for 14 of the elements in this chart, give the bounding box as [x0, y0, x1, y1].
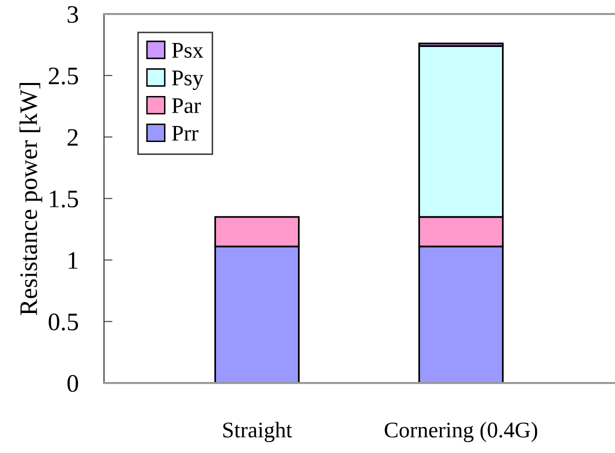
- y-tick-label: 0: [67, 375, 78, 392]
- legend-label: Prr: [172, 126, 198, 141]
- x-tick-label: Straight: [223, 422, 292, 442]
- legend-label: Par: [172, 98, 201, 114]
- y-tick-label: 0.5: [48, 314, 78, 331]
- y-tick-label: 2: [68, 129, 78, 146]
- y-axis-title: Resistance power [kW]: [20, 83, 42, 316]
- y-tick-label: 1.5: [50, 190, 78, 208]
- y-tick-label: 2.5: [48, 68, 78, 85]
- y-tick-label: 3: [68, 6, 78, 23]
- legend-label: Psy: [172, 70, 204, 90]
- y-tick-label: 1: [68, 252, 78, 269]
- x-tick-label: Cornering (0.4G): [384, 422, 538, 442]
- legend-label: Psx: [172, 43, 204, 58]
